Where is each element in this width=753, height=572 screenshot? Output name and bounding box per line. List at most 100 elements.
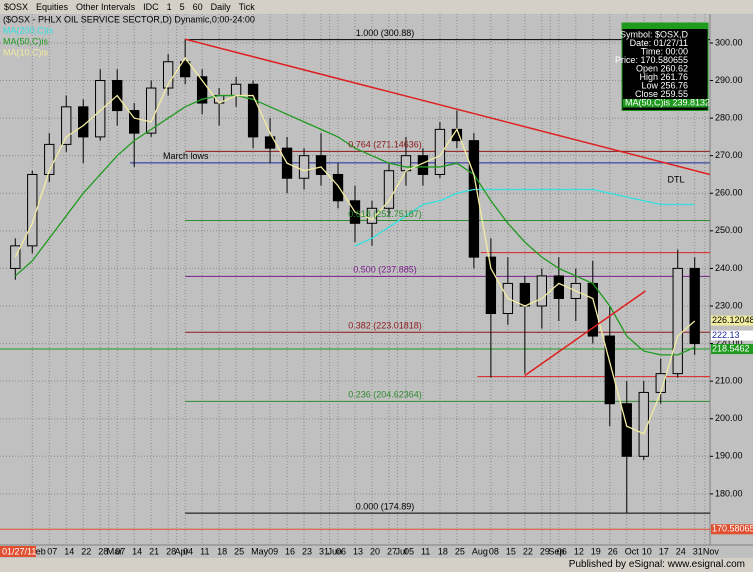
level-label: 0.500 (237.885) [353,265,417,275]
y-tick-label: 220.00 [715,338,743,348]
candle-body [162,61,174,89]
x-tick-label: Aug [472,546,488,556]
price-tag [711,524,753,535]
toolbar-item[interactable]: Other Intervals [76,2,136,12]
candle-body [434,128,446,175]
x-tick-label: 25 [234,546,244,556]
candle-body [247,83,259,138]
info-row: Price: 170.580655 [615,55,688,65]
x-tick-label: 28 [166,546,176,556]
price-tag-label: 170.58065 [712,524,753,534]
x-tick-label: 22 [81,546,91,556]
x-tick-label: 14 [64,546,74,556]
level-label: 0.764 (271.14636) [348,140,422,150]
candle-body [400,155,412,172]
x-tick-label: 07 [115,546,125,556]
price-tag [711,315,753,326]
x-tick-label: 25 [455,546,465,556]
trendline [184,38,711,176]
candle-body [366,207,378,224]
candle-body [638,391,649,457]
ma-line [14,94,695,356]
info-row: Date: 01/27/11 [630,38,688,48]
x-tick-label: 26 [608,546,618,556]
candle-body [672,267,683,375]
x-tick-label: 20 [370,546,380,556]
toolbar-item[interactable]: Equities [36,2,69,12]
candle-body [536,275,548,307]
x-tick-label: 19 [591,546,601,556]
legend-entry: MA(50,C)is [3,36,49,46]
info-row: Close 259.55 [635,89,688,99]
x-tick-label: 11 [200,546,209,556]
candle-body [519,282,531,307]
candle-body [689,267,700,345]
y-tick-label: 270.00 [715,150,743,160]
candle-body [621,403,632,457]
candle-body [10,245,21,269]
toolbar-item[interactable]: 5 [179,2,185,12]
x-tick-label: 04 [183,546,193,556]
y-tick-label: 300.00 [715,37,743,47]
info-row: High 261.76 [639,72,688,82]
chart: ($OSX - PHLX OIL SERVICE SECTOR,D) Dynam… [0,14,753,558]
candle-body [129,110,140,134]
y-tick-label: 230.00 [715,300,743,310]
x-tick-label: 24 [676,546,686,556]
toolbar-item[interactable]: $OSX [4,2,29,12]
ma-line [354,188,695,247]
info-box-header [622,23,708,29]
candle-body [95,80,106,138]
x-tick-label: 08 [489,546,499,556]
x-tick-label: 06 [557,546,567,556]
candle-body [332,173,344,202]
y-tick-label: 280.00 [715,112,743,122]
price-tag-label: 218.5462 [712,343,750,353]
x-tick-label: 06 [336,546,346,556]
candle-body [230,83,242,97]
y-tick-label: 250.00 [715,225,743,235]
level-label: 0.236 (204.62364) [348,390,422,400]
toolbar-item[interactable]: Daily [210,2,231,12]
candle-body [196,76,208,104]
x-tick-label: Jul [395,546,407,556]
price-tag-label: 222.13 [712,330,740,340]
x-tick-label: May [251,546,269,556]
x-tick-label: 14 [132,546,142,556]
trendline [524,290,646,377]
candle-body [383,170,395,209]
x-tick-label: Feb [30,546,46,556]
x-tick-label: 12 [574,546,584,556]
y-tick-label: 290.00 [715,75,743,85]
candle-body [27,173,38,247]
toolbar-item[interactable]: 60 [192,2,203,12]
x-tick-label: 31 [693,546,703,556]
level-label: 1.000 (300.88) [356,28,415,38]
level-label: 0.618 (252.75187) [348,209,422,219]
toolbar-item[interactable]: IDC [143,2,159,12]
x-tick-label: 29 [540,546,550,556]
overlay: ($OSX - PHLX OIL SERVICE SECTOR,D) Dynam… [0,14,753,557]
toolbar-item[interactable]: Tick [238,2,255,12]
plot [0,38,711,530]
x-tick-label: 07 [47,546,57,556]
info-row-highlight [623,99,707,108]
x-tick-label: 18 [217,546,227,556]
info-row: MA(50,C)is 239.8132 [625,97,710,107]
level-label: 0.382 (223.01818) [348,321,422,331]
x-tick-label: 17 [659,546,669,556]
info-row: Low 256.76 [641,80,688,90]
x-tick-label: 28 [98,546,108,556]
x-tick-label: 15 [506,546,516,556]
legend-entry: MA(10,C)is [3,47,49,57]
toolbar-item[interactable]: 1 [166,2,172,12]
candle-body [44,143,55,175]
candle-body [61,106,72,145]
x-tick-label: Jun [328,546,343,556]
y-tick-label: 210.00 [715,376,743,386]
price-tag-label: 226.12048 [712,315,753,325]
x-tick-label: 16 [285,546,295,556]
info-row: Time: 00:00 [641,46,688,56]
ma-line [14,56,696,435]
